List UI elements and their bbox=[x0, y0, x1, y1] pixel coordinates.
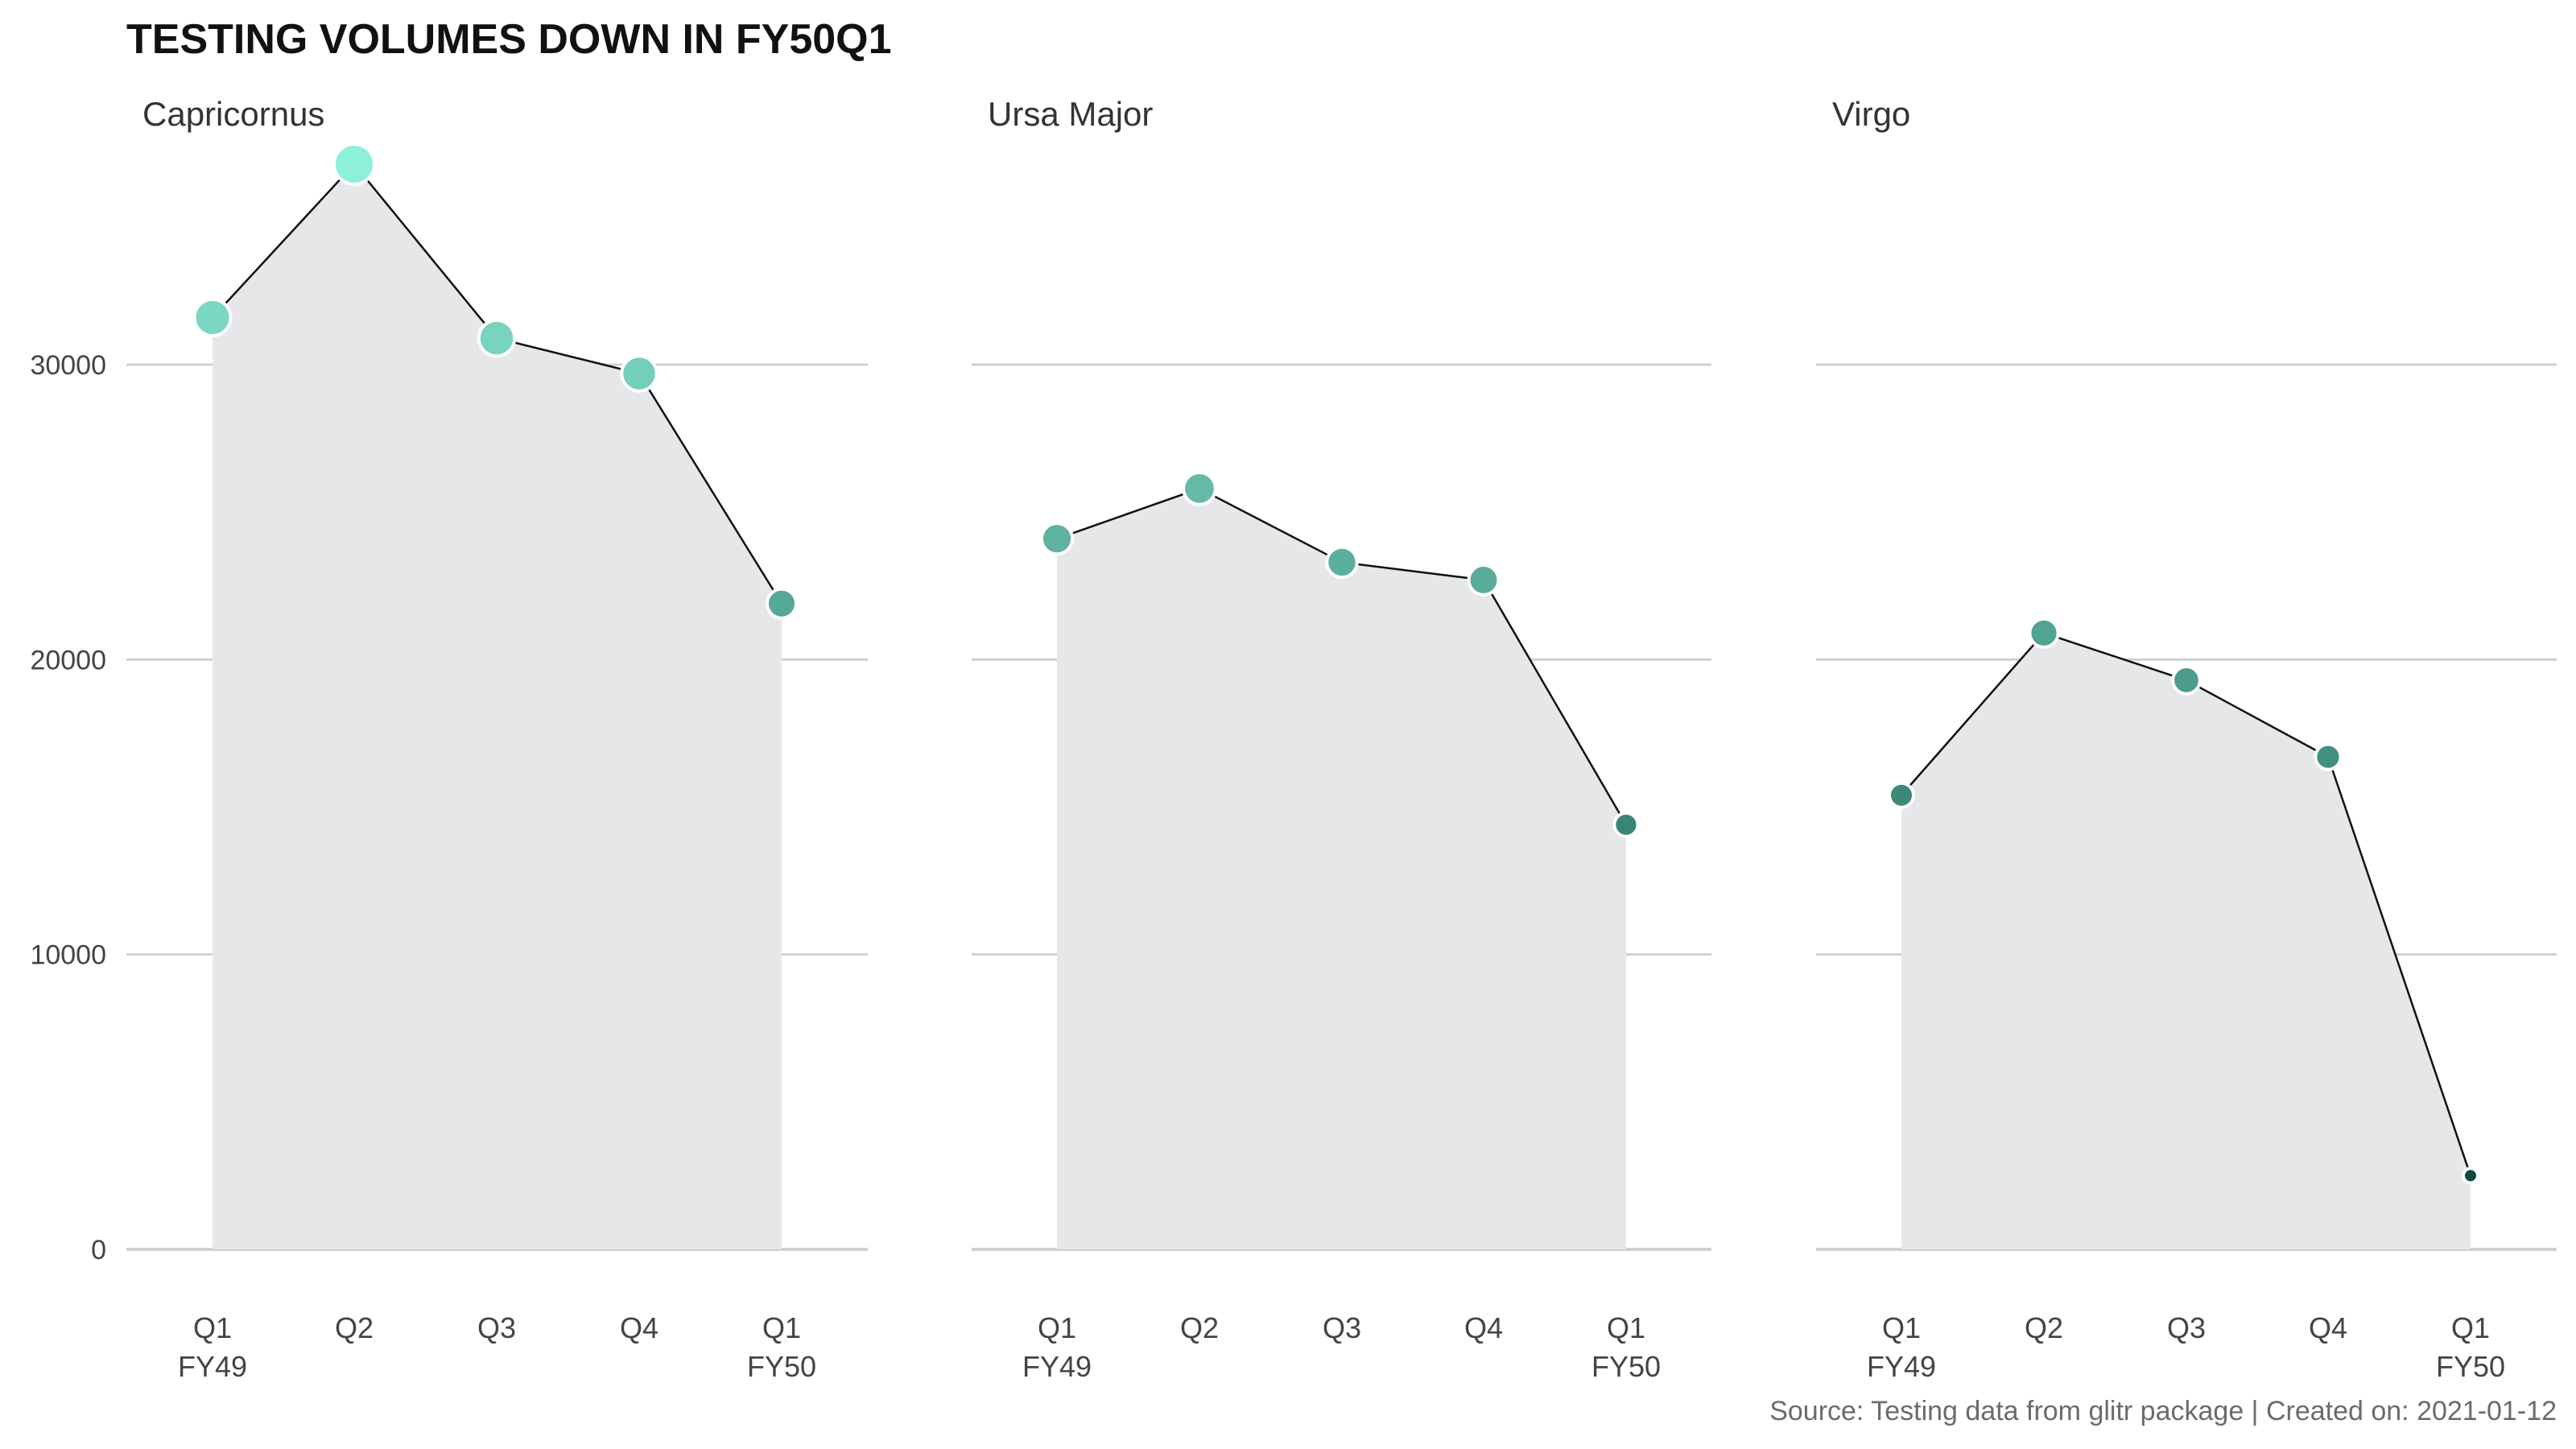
data-point bbox=[1887, 781, 1916, 809]
facet-label: Capricornus bbox=[142, 95, 324, 133]
y-tick-label: 30000 bbox=[30, 350, 106, 381]
data-point bbox=[2171, 665, 2202, 696]
facet-panels: Capricornus Q1 FY49 Q2 Q3 Q4 Q1 FY50 Ursa Major Q… bbox=[126, 95, 2557, 1383]
x-tick-label: Q3 bbox=[2167, 1311, 2206, 1344]
area-fill bbox=[1901, 633, 2471, 1249]
x-tick-label: Q1 bbox=[193, 1311, 232, 1344]
x-tick-label: Q1 bbox=[762, 1311, 801, 1344]
x-tick-label-year: FY50 bbox=[1591, 1350, 1661, 1383]
x-tick-label: Q3 bbox=[1323, 1311, 1361, 1344]
data-point bbox=[1325, 545, 1359, 580]
facet-ursa-major: Ursa Major Q1 FY49 Q2 Q3 Q4 Q1 FY50 bbox=[972, 95, 1711, 1383]
facet-label: Virgo bbox=[1832, 95, 1910, 133]
data-point bbox=[1467, 564, 1501, 597]
chart-caption: Source: Testing data from glitr package … bbox=[1769, 1396, 2557, 1426]
x-tick-label-year: FY50 bbox=[2436, 1350, 2505, 1383]
data-point bbox=[765, 587, 799, 620]
data-point bbox=[1612, 811, 1640, 839]
y-axis: 0 10000 20000 30000 bbox=[30, 350, 106, 1265]
x-tick-label: Q1 bbox=[1607, 1311, 1645, 1344]
data-point bbox=[2314, 742, 2343, 771]
x-tick-label: Q2 bbox=[1180, 1311, 1219, 1344]
x-tick-label: Q4 bbox=[2309, 1311, 2347, 1344]
area-fill bbox=[1057, 488, 1626, 1249]
facet-label: Ursa Major bbox=[988, 95, 1153, 133]
x-tick-label: Q1 bbox=[1038, 1311, 1076, 1344]
chart-title: TESTING VOLUMES DOWN IN FY50Q1 bbox=[126, 16, 892, 63]
x-tick-label-year: FY49 bbox=[1867, 1350, 1936, 1383]
y-tick-label: 20000 bbox=[30, 645, 106, 675]
data-point bbox=[2028, 617, 2060, 649]
data-point bbox=[2462, 1166, 2479, 1185]
data-point bbox=[477, 318, 517, 358]
data-point bbox=[620, 354, 658, 393]
data-point bbox=[1182, 471, 1217, 506]
x-tick-label: Q2 bbox=[335, 1311, 374, 1344]
x-tick-label: Q4 bbox=[620, 1311, 658, 1344]
data-point bbox=[192, 297, 233, 338]
data-point bbox=[1039, 522, 1075, 556]
x-tick-label: Q1 bbox=[2451, 1311, 2490, 1344]
facet-virgo: Virgo Q1 FY49 Q2 Q3 Q4 Q1 FY50 bbox=[1816, 95, 2557, 1383]
y-tick-label: 10000 bbox=[30, 940, 106, 971]
x-tick-label: Q4 bbox=[1464, 1311, 1503, 1344]
x-tick-label: Q2 bbox=[2025, 1311, 2063, 1344]
x-tick-label-year: FY49 bbox=[178, 1350, 247, 1383]
x-tick-label-year: FY50 bbox=[747, 1350, 816, 1383]
x-tick-label: Q1 bbox=[1882, 1311, 1921, 1344]
y-tick-label: 0 bbox=[91, 1235, 106, 1265]
x-tick-label-year: FY49 bbox=[1022, 1350, 1092, 1383]
area-fill bbox=[213, 163, 782, 1250]
data-point bbox=[332, 142, 376, 186]
x-tick-label: Q3 bbox=[477, 1311, 516, 1344]
facet-capricornus: Capricornus Q1 FY49 Q2 Q3 Q4 Q1 FY50 bbox=[126, 95, 868, 1383]
